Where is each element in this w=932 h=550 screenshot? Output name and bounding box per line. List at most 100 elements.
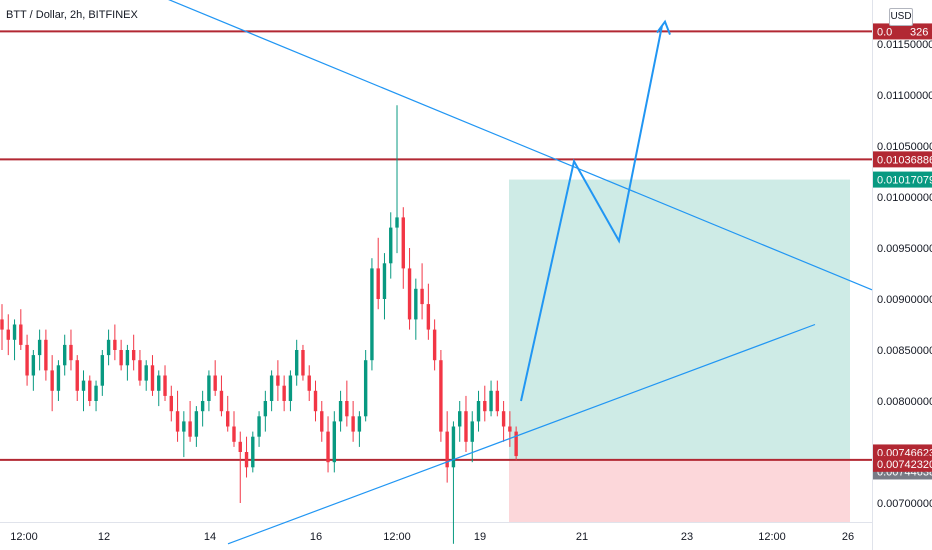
candle-body — [200, 401, 205, 412]
candle-body — [476, 401, 481, 422]
candle-body — [150, 365, 155, 391]
candle-body — [0, 319, 4, 330]
candle-body — [56, 365, 61, 391]
candle-body — [320, 411, 324, 432]
candle-body — [495, 390, 500, 412]
candle-body — [313, 390, 318, 412]
x-tick-label: 12 — [98, 531, 110, 543]
candle-body — [288, 375, 293, 401]
trendline-ascending — [227, 323, 816, 545]
candle-body — [401, 217, 405, 269]
candle-body — [138, 360, 142, 381]
y-tick-label: 0.01100000 — [877, 90, 932, 102]
y-tick-label: 0.01150000 — [877, 39, 932, 51]
candle-body — [432, 329, 437, 361]
x-tick-label: 14 — [204, 531, 216, 543]
x-tick-label: 19 — [474, 531, 486, 543]
price-badge-2: 0.01017079 — [873, 171, 932, 188]
y-tick-label: 0.00800000 — [877, 396, 932, 408]
candle-body — [6, 329, 10, 340]
candle-body — [276, 375, 280, 386]
candle-body — [113, 339, 117, 350]
candle-body — [119, 350, 123, 366]
candle-body — [131, 350, 136, 361]
candle-body — [226, 411, 230, 427]
candle-body — [501, 411, 506, 427]
candle-body — [332, 421, 337, 463]
candle-body — [307, 375, 311, 391]
x-tick-label: 12:00 — [758, 531, 786, 543]
candle-body — [157, 375, 161, 391]
candle-body — [75, 360, 79, 391]
candle-body — [414, 288, 418, 320]
candle-body — [244, 452, 249, 468]
candle-body — [407, 268, 412, 320]
candle-body — [458, 411, 462, 427]
stop-zone — [509, 459, 850, 522]
candle-body — [207, 375, 211, 401]
candle-body — [508, 426, 512, 432]
candle-body — [294, 350, 299, 376]
y-tick-label: 0.00850000 — [877, 345, 932, 357]
candle-body — [489, 390, 493, 412]
candle-body — [370, 268, 374, 361]
candle-body — [163, 375, 167, 396]
candle-body — [326, 431, 330, 463]
candle-body — [25, 344, 29, 376]
candle-body — [382, 263, 387, 299]
candle-body — [238, 441, 242, 452]
candle-body — [88, 380, 92, 401]
candle-body — [345, 401, 349, 417]
candle-body — [464, 411, 468, 442]
candle-body — [31, 355, 36, 376]
price-badge-label: 0.0 — [877, 26, 892, 38]
trendline-descending — [168, 0, 873, 291]
candle-body — [257, 416, 261, 437]
price-badge-bg — [873, 171, 932, 188]
candle-body — [483, 401, 487, 412]
price-badge-bg — [873, 151, 932, 168]
candle-body — [94, 385, 98, 401]
price-badge-suffix: 326 — [910, 26, 928, 38]
candle-body — [232, 426, 236, 442]
price-badge-label: 0.01036886 — [877, 154, 932, 166]
price-badge-bg — [873, 455, 932, 472]
candle-body — [106, 339, 111, 356]
candle-body — [50, 370, 54, 391]
candle-body — [282, 385, 286, 401]
projection-path — [520, 25, 663, 402]
y-tick-label: 0.01050000 — [877, 141, 932, 153]
candle-body — [19, 324, 23, 345]
candle-body — [395, 217, 399, 228]
candle-body — [269, 375, 274, 401]
chart-title: BTT / Dollar, 2h, BITFINEX — [6, 9, 138, 21]
price-badge-1: 0.01036886 — [873, 151, 932, 168]
candle-body — [44, 339, 48, 371]
candle-body — [426, 304, 431, 330]
candle-body — [69, 344, 73, 361]
candle-body — [125, 350, 130, 366]
y-tick-label: 0.00900000 — [877, 294, 932, 306]
candle-body — [439, 360, 443, 432]
candle-body — [12, 324, 17, 340]
candle-body — [357, 416, 362, 432]
y-tick-label: 0.00950000 — [877, 243, 932, 255]
x-tick-label: 23 — [681, 531, 693, 543]
candle-body — [376, 268, 380, 299]
candle-body — [213, 375, 217, 391]
candle-body — [63, 344, 67, 366]
candle-body — [81, 380, 86, 391]
candle-body — [194, 411, 199, 437]
projection-arrowhead — [656, 19, 671, 35]
candle-body — [445, 431, 449, 468]
candle-body — [389, 227, 393, 264]
target-zone — [509, 179, 850, 460]
currency-button[interactable]: USD — [889, 8, 913, 26]
x-tick-label: 21 — [576, 531, 588, 543]
candle-body — [219, 390, 224, 412]
candle-body — [420, 288, 424, 305]
price-badge-5: 0.00742320 — [873, 455, 932, 472]
y-tick-label: 0.00700000 — [877, 498, 932, 510]
